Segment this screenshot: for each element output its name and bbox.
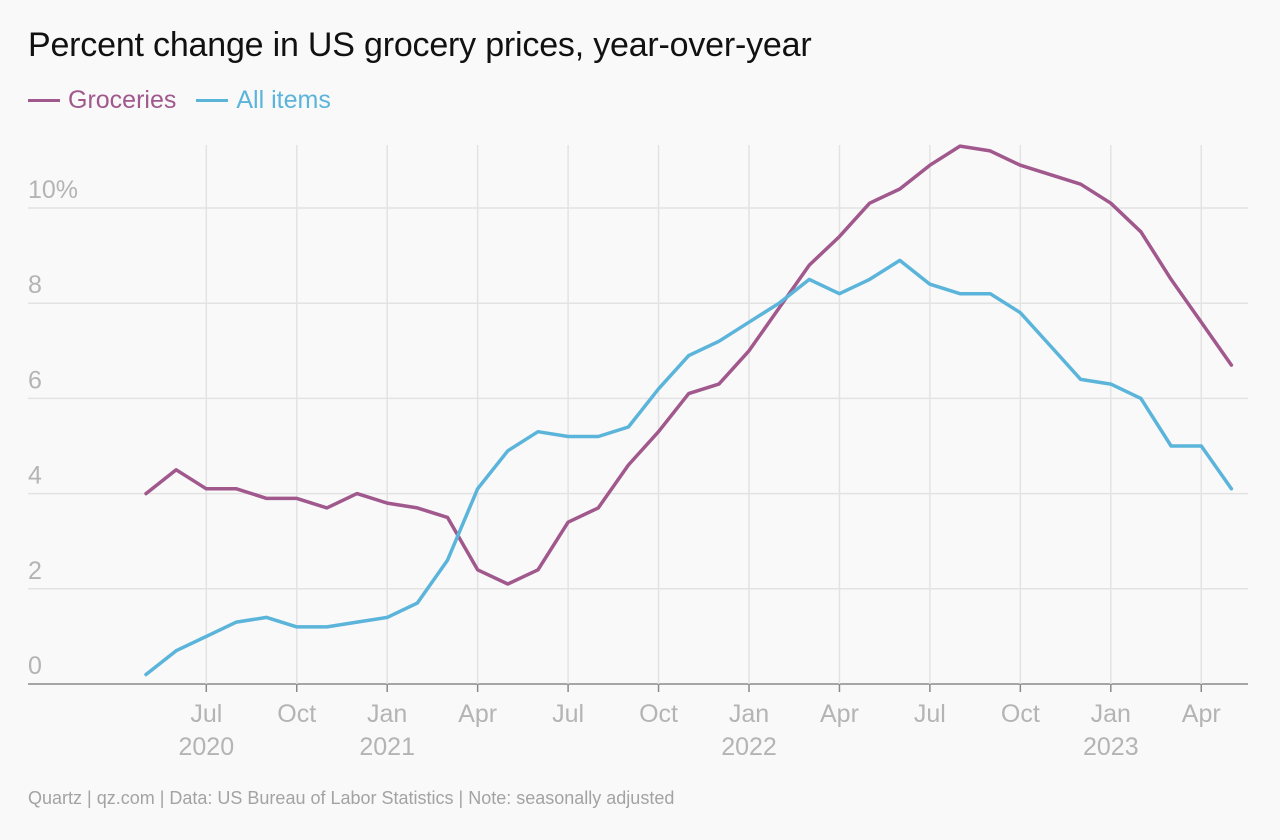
x-tick-label-month: Jul (190, 700, 222, 728)
series-layer (144, 144, 1234, 677)
x-tick-label-month: Jan (1091, 700, 1131, 728)
legend-swatch-all-items (196, 99, 229, 102)
label-layer: 0 2 4 6 8 10% Jul 2020 Oct Jan 2021 Apr Jul Oct Jan 202… (28, 176, 1221, 761)
series-line-groceries (144, 144, 1234, 586)
legend-swatch-groceries (28, 99, 60, 102)
x-tick-label-month: Jul (552, 700, 584, 728)
series-line-all-items (144, 258, 1234, 677)
x-tick-label-month: Apr (1182, 700, 1221, 728)
x-tick-label-month: Oct (639, 700, 678, 728)
x-tick-label-month: Jan (729, 700, 769, 728)
x-tick-label-year: 2023 (1083, 733, 1139, 761)
x-tick-label-month: Oct (1001, 700, 1040, 728)
y-tick-label: 4 (28, 462, 42, 490)
y-tick-label: 0 (28, 652, 42, 680)
y-tick-label: 6 (28, 366, 42, 394)
x-tick-label-year: 2022 (721, 733, 777, 761)
x-tick-label-month: Jan (367, 700, 407, 728)
x-tick-label-month: Jul (914, 700, 946, 728)
legend-label-groceries: Groceries (68, 86, 177, 114)
x-tick-label-year: 2020 (178, 733, 234, 761)
chart-title: Percent change in US grocery prices, yea… (28, 26, 812, 64)
source-note: Quartz | qz.com | Data: US Bureau of Lab… (28, 788, 675, 808)
y-tick-label: 8 (28, 271, 42, 299)
x-tick-label-month: Apr (820, 700, 859, 728)
x-tick-label-year: 2021 (359, 733, 415, 761)
y-tick-label: 10% (28, 176, 78, 204)
grid-layer (28, 145, 1248, 692)
x-tick-label-month: Oct (277, 700, 316, 728)
x-tick-label-month: Apr (458, 700, 497, 728)
legend-item-all-items: All items (196, 86, 331, 115)
y-tick-label: 2 (28, 557, 42, 585)
legend-item-groceries: Groceries (28, 86, 176, 115)
legend-label-all-items: All items (236, 86, 331, 114)
legend: Groceries All items (28, 86, 351, 115)
